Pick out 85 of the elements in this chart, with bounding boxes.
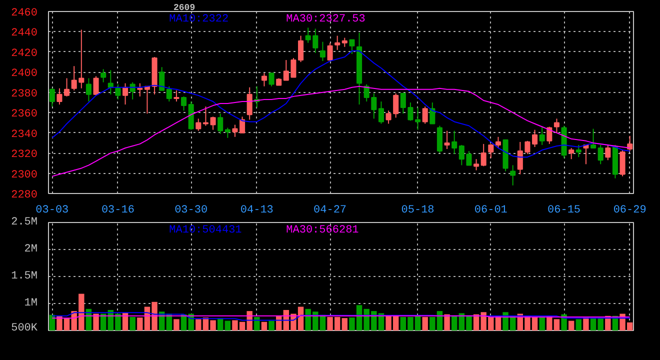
candlestick: [590, 128, 596, 148]
candlestick: [532, 129, 538, 148]
y-tick-label: 500K: [11, 322, 38, 334]
candlestick: [364, 84, 370, 102]
candlestick: [56, 88, 62, 106]
candlestick: [202, 106, 208, 126]
y-tick-label: 2380: [11, 88, 38, 100]
candlestick: [430, 102, 436, 124]
candlestick: [159, 66, 165, 91]
candlestick: [137, 82, 143, 97]
candlestick: [49, 88, 55, 108]
x-tick-label: 03-16: [101, 204, 134, 216]
line-series: [52, 312, 630, 321]
chart-title: 2609: [174, 3, 196, 13]
candlestick: [174, 90, 180, 102]
candlestick: [495, 136, 501, 148]
candlestick: [246, 86, 252, 120]
candlestick: [166, 86, 172, 102]
candlestick: [64, 78, 70, 97]
x-tick-label: 04-27: [314, 204, 347, 216]
y-tick-label: 2460: [11, 8, 38, 20]
x-tick-label: 06-15: [548, 204, 581, 216]
x-tick-label: 06-01: [474, 204, 508, 216]
text: MA30:2327.53: [286, 14, 366, 26]
candlestick: [327, 42, 333, 61]
candlestick: [480, 143, 486, 167]
candlestick: [598, 144, 604, 165]
candlestick: [218, 113, 224, 134]
candlestick: [342, 37, 348, 48]
candlestick: [224, 127, 230, 138]
candlestick: [240, 116, 246, 134]
candlestick: [371, 92, 377, 120]
y-tick-label: 2420: [11, 48, 38, 60]
y-tick-label: 2360: [11, 108, 38, 121]
y-tick-label: 2320: [11, 149, 38, 162]
candlestick: [210, 116, 216, 130]
candlestick: [408, 102, 414, 122]
y-tick-label: 1.5M: [11, 270, 38, 282]
candlestick: [576, 144, 582, 158]
candlestick: [349, 39, 355, 54]
candlestick: [568, 148, 574, 160]
candlestick: [298, 35, 304, 63]
candlestick: [422, 106, 428, 124]
candlestick: [320, 41, 326, 62]
candlestick: [444, 130, 450, 150]
text: MA10:504431: [169, 224, 242, 236]
candlestick: [546, 126, 552, 144]
y-tick-label: 2300: [11, 169, 38, 182]
candlestick: [261, 72, 267, 87]
candlestick: [93, 76, 99, 96]
candlestick: [474, 158, 480, 171]
candlestick: [334, 35, 340, 50]
x-tick-label: 03-30: [174, 204, 208, 216]
y-tick-label: 2440: [11, 28, 38, 40]
candlestick: [415, 107, 421, 130]
x-tick-label: 03-03: [36, 204, 69, 216]
candlestick: [86, 78, 92, 102]
candlestick: [378, 100, 384, 124]
candlestick: [268, 72, 274, 87]
text: MA30:566281: [286, 224, 360, 236]
candlestick: [554, 118, 560, 134]
candlestick: [400, 92, 406, 114]
candlestick: [488, 143, 494, 159]
x-tick-label: 05-18: [401, 204, 434, 216]
candlestick: [232, 124, 238, 138]
y-tick-label: 2340: [11, 128, 38, 141]
candlestick: [115, 84, 121, 100]
candlestick: [452, 130, 458, 155]
candlestick: [620, 150, 626, 177]
candlestick: [436, 125, 442, 154]
y-tick-label: 2280: [11, 190, 38, 202]
candlestick: [539, 126, 545, 146]
candlestick: [605, 144, 611, 161]
x-tick-label: 06-29: [613, 204, 646, 216]
candlestick: [196, 118, 202, 132]
x-tick-label: 04-13: [240, 204, 274, 216]
candlestick: [181, 96, 187, 112]
y-tick-label: 2.5M: [11, 216, 38, 228]
y-tick-label: 2400: [11, 68, 38, 80]
candlestick: [627, 135, 633, 152]
y-tick-label: 2M: [24, 244, 38, 256]
candlestick: [100, 68, 106, 83]
y-tick-label: 1M: [24, 298, 38, 310]
candlestick: [510, 164, 516, 186]
text: MA10:2322: [169, 14, 229, 26]
